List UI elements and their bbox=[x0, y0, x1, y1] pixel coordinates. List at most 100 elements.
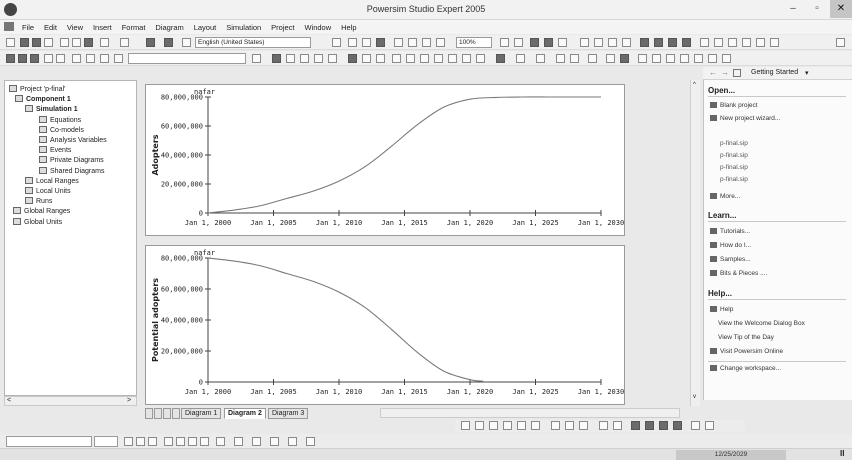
rectangle-icon[interactable] bbox=[392, 54, 401, 63]
circle-icon[interactable] bbox=[406, 54, 415, 63]
new-icon[interactable] bbox=[6, 38, 15, 47]
tool-icon[interactable] bbox=[146, 38, 155, 47]
potential-adopters-chart-panel[interactable]: nafar 0 20,000,000 40,000,000 60,000,000 80,0… bbox=[145, 245, 625, 405]
tree-item[interactable]: Events bbox=[39, 146, 71, 155]
text-tool-icon[interactable] bbox=[588, 54, 597, 63]
link-icon[interactable] bbox=[114, 54, 123, 63]
diamond-icon[interactable] bbox=[420, 54, 429, 63]
zoom-icon[interactable] bbox=[332, 38, 341, 47]
forward-icon[interactable] bbox=[362, 38, 371, 47]
align-top-icon[interactable] bbox=[622, 38, 631, 47]
tree-item[interactable]: Local Ranges bbox=[25, 176, 79, 186]
minimize-button[interactable]: – bbox=[790, 3, 796, 14]
pen-icon[interactable] bbox=[700, 38, 709, 47]
window-icon[interactable] bbox=[666, 54, 675, 63]
bold-icon[interactable] bbox=[124, 437, 133, 446]
menu-diagram[interactable]: Diagram bbox=[155, 23, 184, 32]
tree-item[interactable]: Co-models bbox=[39, 125, 84, 135]
scroll-right-icon[interactable]: > bbox=[127, 397, 132, 404]
close-button[interactable]: ✕ bbox=[830, 0, 852, 18]
tutorials-link[interactable]: Tutorials... bbox=[710, 228, 750, 235]
language-select[interactable]: English (United States) bbox=[195, 37, 311, 48]
draw-tool-icon[interactable] bbox=[517, 421, 526, 430]
home-icon[interactable] bbox=[376, 38, 385, 47]
draw-tool-icon[interactable] bbox=[659, 421, 668, 430]
tab-first-icon[interactable] bbox=[145, 408, 153, 419]
connect-icon[interactable] bbox=[756, 38, 765, 47]
underline-icon[interactable] bbox=[148, 437, 157, 446]
draw-tool-icon[interactable] bbox=[613, 421, 622, 430]
paste-icon[interactable] bbox=[84, 38, 93, 47]
options-icon[interactable] bbox=[836, 38, 845, 47]
zoom-in-icon[interactable] bbox=[500, 38, 509, 47]
more-link[interactable]: More... bbox=[710, 193, 740, 200]
report-icon[interactable] bbox=[652, 54, 661, 63]
tab-next-icon[interactable] bbox=[163, 408, 171, 419]
switch-icon[interactable] bbox=[570, 54, 579, 63]
menu-view[interactable]: View bbox=[66, 23, 84, 32]
menu-project[interactable]: Project bbox=[271, 23, 295, 32]
guide-icon[interactable] bbox=[770, 38, 779, 47]
tree-item[interactable]: Project 'p-final' bbox=[9, 85, 65, 94]
font-color-icon[interactable] bbox=[668, 38, 677, 47]
task-pane-title[interactable]: Getting Started bbox=[751, 69, 799, 76]
bits-and-pieces-link[interactable]: Bits & Pieces .... bbox=[710, 270, 767, 277]
heart-icon[interactable] bbox=[680, 54, 689, 63]
diagram-horizontal-scrollbar[interactable] bbox=[380, 408, 680, 418]
arrange-icon[interactable] bbox=[728, 38, 737, 47]
table-icon[interactable] bbox=[516, 54, 525, 63]
menu-edit[interactable]: Edit bbox=[44, 23, 57, 32]
menu-insert[interactable]: Insert bbox=[92, 23, 112, 32]
menu-format[interactable]: Format bbox=[121, 23, 146, 32]
speed-icon[interactable] bbox=[56, 54, 65, 63]
rate-icon[interactable] bbox=[300, 54, 309, 63]
align-center-icon[interactable] bbox=[594, 38, 603, 47]
select-icon[interactable] bbox=[362, 54, 371, 63]
tree-scrollbar[interactable]: < > bbox=[4, 396, 137, 406]
find-next-icon[interactable] bbox=[408, 38, 417, 47]
back-icon[interactable] bbox=[348, 38, 357, 47]
scroll-down-icon[interactable]: v bbox=[693, 394, 696, 400]
draw-tool-icon[interactable] bbox=[551, 421, 560, 430]
layout-icon[interactable] bbox=[544, 38, 553, 47]
tree-item[interactable]: Global Ranges bbox=[13, 207, 70, 216]
align-right-text-icon[interactable] bbox=[188, 437, 197, 446]
draw-tool-icon[interactable] bbox=[579, 421, 588, 430]
forward-arrow-icon[interactable]: → bbox=[721, 68, 729, 77]
visit-online-link[interactable]: Visit Powersim Online bbox=[710, 348, 783, 355]
recent-file-link[interactable]: p-final.sip bbox=[720, 152, 748, 159]
font-size-select[interactable] bbox=[94, 436, 118, 447]
order-icon[interactable] bbox=[742, 38, 751, 47]
redo-icon[interactable] bbox=[120, 38, 129, 47]
tree-item[interactable]: Local Units bbox=[25, 187, 71, 196]
brush-icon[interactable] bbox=[714, 38, 723, 47]
menu-simulation[interactable]: Simulation bbox=[226, 23, 262, 32]
adopters-chart-panel[interactable]: nafar 0 20,000,000 40,000,000 60,000,000 80,0… bbox=[145, 84, 625, 236]
maximize-button[interactable]: ▫ bbox=[815, 3, 819, 14]
tab-diagram-1[interactable]: Diagram 1 bbox=[181, 408, 222, 419]
image-tool-icon[interactable] bbox=[606, 54, 615, 63]
tab-prev-icon[interactable] bbox=[154, 408, 162, 419]
cut-icon[interactable] bbox=[60, 38, 69, 47]
scroll-up-icon[interactable]: ^ bbox=[693, 82, 696, 88]
replace-icon[interactable] bbox=[422, 38, 431, 47]
scenario-select[interactable] bbox=[128, 53, 246, 64]
fast-forward-icon[interactable] bbox=[30, 54, 39, 63]
tab-diagram-3[interactable]: Diagram 3 bbox=[268, 408, 309, 419]
tree-item[interactable]: Shared Diagrams bbox=[39, 166, 104, 176]
slider-icon[interactable] bbox=[536, 54, 545, 63]
menu-file[interactable]: File bbox=[21, 23, 35, 32]
tree-item[interactable]: Analysis Variables bbox=[39, 136, 107, 145]
arrow-icon[interactable] bbox=[448, 54, 457, 63]
constant-icon[interactable] bbox=[314, 54, 323, 63]
panel-icon[interactable] bbox=[558, 38, 567, 47]
zoom-out-icon[interactable] bbox=[514, 38, 523, 47]
draw-tool-icon[interactable] bbox=[645, 421, 654, 430]
recent-file-link[interactable]: p-final.sip bbox=[720, 140, 748, 147]
dash-style-icon[interactable] bbox=[288, 437, 297, 446]
line-color-icon[interactable] bbox=[234, 437, 243, 446]
reset-icon[interactable] bbox=[86, 54, 95, 63]
undo-icon[interactable] bbox=[100, 38, 109, 47]
draw-tool-icon[interactable] bbox=[489, 421, 498, 430]
language-icon[interactable] bbox=[182, 38, 191, 47]
